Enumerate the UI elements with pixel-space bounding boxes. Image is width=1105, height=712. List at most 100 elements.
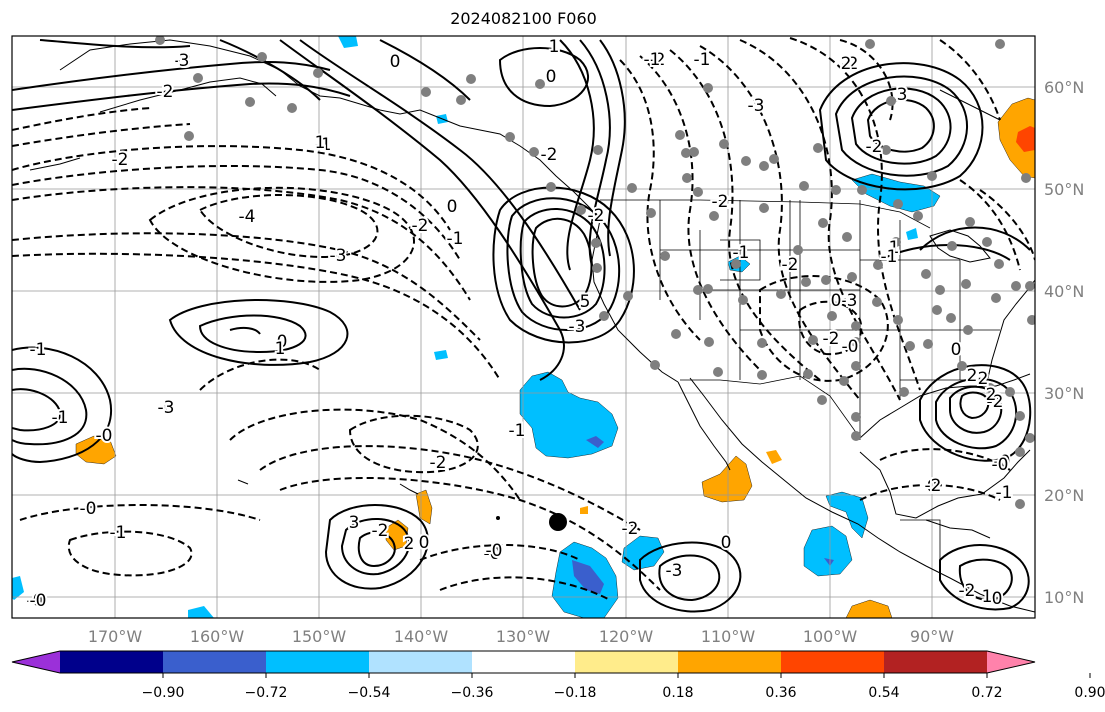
station-marker bbox=[466, 74, 476, 84]
blue-shaded-region bbox=[621, 535, 665, 571]
contour-label: -1 bbox=[509, 421, 526, 441]
blue-shaded-region bbox=[519, 371, 619, 459]
orange-shaded-region bbox=[580, 506, 588, 514]
dashed-contour bbox=[879, 448, 1011, 471]
contour-label: -4 bbox=[239, 207, 256, 227]
latitude-label: 30°N bbox=[1044, 384, 1084, 403]
mexico-west-coastline bbox=[689, 377, 1035, 613]
station-marker bbox=[682, 173, 692, 183]
contour-label: -1 bbox=[881, 247, 898, 267]
dashed-contour bbox=[279, 477, 661, 591]
solid-contour bbox=[599, 39, 626, 257]
dashed-contour bbox=[12, 123, 191, 147]
solid-contour bbox=[12, 82, 351, 111]
solid-contour bbox=[12, 388, 62, 432]
station-marker bbox=[982, 237, 992, 247]
hudson-bay-coastline bbox=[939, 89, 1001, 121]
station-marker bbox=[842, 232, 852, 242]
blue-shaded-region bbox=[338, 36, 358, 48]
yucatan-coastline bbox=[925, 519, 991, 539]
station-marker bbox=[759, 203, 769, 213]
contour-label: -2 bbox=[622, 519, 639, 539]
solid-contour bbox=[506, 197, 621, 331]
colorbar-segment bbox=[472, 651, 576, 673]
station-marker bbox=[803, 369, 813, 379]
contour-label: -2 bbox=[412, 216, 429, 236]
contour-label: 0 bbox=[831, 291, 842, 311]
solid-contour bbox=[949, 385, 1003, 434]
solid-contour bbox=[12, 367, 88, 446]
colorbar-segment bbox=[369, 651, 473, 673]
longitude-label: 110°W bbox=[701, 627, 756, 646]
dashed-contour bbox=[12, 186, 471, 301]
positive-contours bbox=[12, 39, 1032, 613]
contour-label: 2 bbox=[404, 534, 415, 554]
colorbar-segment bbox=[163, 651, 267, 673]
dashed-contour bbox=[439, 576, 611, 601]
station-marker bbox=[546, 182, 556, 192]
contour-label: -2 bbox=[712, 192, 729, 212]
station-marker bbox=[576, 205, 586, 215]
contour-label: 0 bbox=[447, 197, 458, 217]
contour-label: 0 bbox=[419, 533, 430, 553]
dashed-contour bbox=[759, 275, 889, 382]
contour-label: 3 bbox=[349, 513, 360, 533]
station-marker bbox=[827, 311, 837, 321]
blue-shaded-region bbox=[803, 525, 853, 577]
contour-label: -1 bbox=[733, 243, 750, 263]
station-marker bbox=[529, 147, 539, 157]
colorbar-tick-label: −0.18 bbox=[554, 685, 597, 701]
contour-label: -1 bbox=[30, 340, 47, 360]
contour-label: -2 bbox=[112, 150, 129, 170]
station-marker bbox=[713, 367, 723, 377]
solid-contour bbox=[279, 39, 565, 381]
solid-contour bbox=[379, 39, 471, 101]
orange-shaded-region bbox=[997, 97, 1035, 179]
blue-shaded-region bbox=[586, 436, 604, 448]
station-marker bbox=[1011, 281, 1021, 291]
shaded-anomaly-layer bbox=[12, 36, 1035, 618]
contour-label: -2 bbox=[649, 50, 666, 70]
contour-label: -2 bbox=[588, 206, 605, 226]
contour-label: 0 bbox=[546, 67, 557, 87]
station-marker bbox=[193, 73, 203, 83]
station-marker bbox=[675, 130, 685, 140]
station-marker bbox=[689, 147, 699, 157]
station-marker bbox=[591, 238, 601, 248]
solid-contour bbox=[559, 39, 595, 271]
station-marker bbox=[963, 325, 973, 335]
contour-label: -0 bbox=[80, 499, 97, 519]
station-marker bbox=[891, 237, 901, 247]
station-marker bbox=[1025, 281, 1035, 291]
contour-label: -2 bbox=[782, 255, 799, 275]
contour-label: 2 bbox=[986, 385, 997, 405]
us-canada-border bbox=[600, 199, 931, 229]
dashed-contour bbox=[619, 59, 701, 341]
station-marker bbox=[693, 285, 703, 295]
dashed-contour bbox=[67, 530, 193, 577]
solid-contour bbox=[935, 377, 1018, 450]
contour-label: 0 bbox=[721, 533, 732, 553]
negative-contour-labels: -3-2-2-1-4-3-2-1-1-20-0-1-0-2-2 -1-3-2-2-… bbox=[25, 48, 1015, 613]
station-marker bbox=[703, 284, 713, 294]
great-lakes bbox=[929, 229, 991, 263]
station-marker bbox=[893, 199, 903, 209]
solid-contour bbox=[579, 39, 611, 267]
solid-contour bbox=[324, 504, 429, 590]
contour-label: -3 bbox=[841, 291, 858, 311]
political-borders bbox=[600, 199, 1000, 560]
map-plot-area: -3-2-2-1-4-3-2-1-1-20-0-1-0-2-2 -1-3-2-2-… bbox=[12, 36, 1035, 618]
solid-contour bbox=[498, 47, 590, 108]
station-marker bbox=[627, 183, 637, 193]
contour-label: -2 bbox=[372, 521, 389, 541]
station-marker bbox=[905, 341, 915, 351]
latitude-label: 50°N bbox=[1044, 180, 1084, 199]
blue-shaded-region bbox=[188, 606, 214, 618]
dashed-contour bbox=[12, 164, 461, 261]
contour-label: -0 bbox=[27, 591, 44, 611]
station-marker bbox=[957, 361, 967, 371]
contour-label: -0 bbox=[994, 452, 1011, 472]
tropical-system-marker-small bbox=[496, 516, 500, 520]
dashed-contour bbox=[199, 358, 321, 391]
dashed-contour bbox=[699, 45, 861, 401]
